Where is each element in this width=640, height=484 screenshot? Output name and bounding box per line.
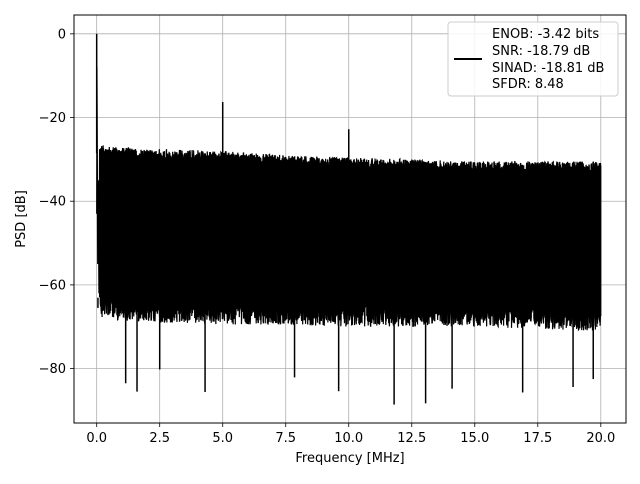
x-axis-label: Frequency [MHz] [295, 451, 404, 466]
x-tick-label: 17.5 [523, 431, 552, 446]
legend-entry-sfdr: SFDR: 8.48 [492, 77, 564, 92]
legend-box [447, 21, 619, 97]
data-layer [95, 33, 602, 405]
x-tick-label: 12.5 [397, 431, 426, 446]
legend: ENOB: -3.42 bits SNR: -18.79 dB SINAD: -… [447, 21, 619, 97]
legend-entry-enob: ENOB: -3.42 bits [492, 27, 599, 42]
x-tick-label: 10.0 [334, 431, 363, 446]
y-tick-label: −40 [39, 195, 66, 210]
y-tick-label: −60 [39, 278, 66, 293]
ticks: 0.0 2.5 5.0 7.5 10.0 12.5 15.0 17.5 20.0 0 −20 −40 −… [39, 27, 616, 446]
x-tick-label: 2.5 [149, 431, 170, 446]
x-tick-label: 20.0 [586, 431, 615, 446]
x-tick-label: 5.0 [212, 431, 233, 446]
y-tick-label: 0 [58, 27, 66, 42]
legend-entry-snr: SNR: -18.79 dB [492, 44, 590, 59]
x-tick-label: 7.5 [275, 431, 296, 446]
y-axis-label: PSD [dB] [14, 190, 29, 248]
y-tick-label: −20 [39, 111, 66, 126]
axes-frame [73, 14, 627, 424]
psd-trace [96, 67, 602, 332]
x-tick-label: 0.0 [86, 431, 107, 446]
legend-entry-sinad: SINAD: -18.81 dB [492, 61, 604, 76]
y-tick-label: −80 [39, 362, 66, 377]
x-tick-label: 15.0 [460, 431, 489, 446]
